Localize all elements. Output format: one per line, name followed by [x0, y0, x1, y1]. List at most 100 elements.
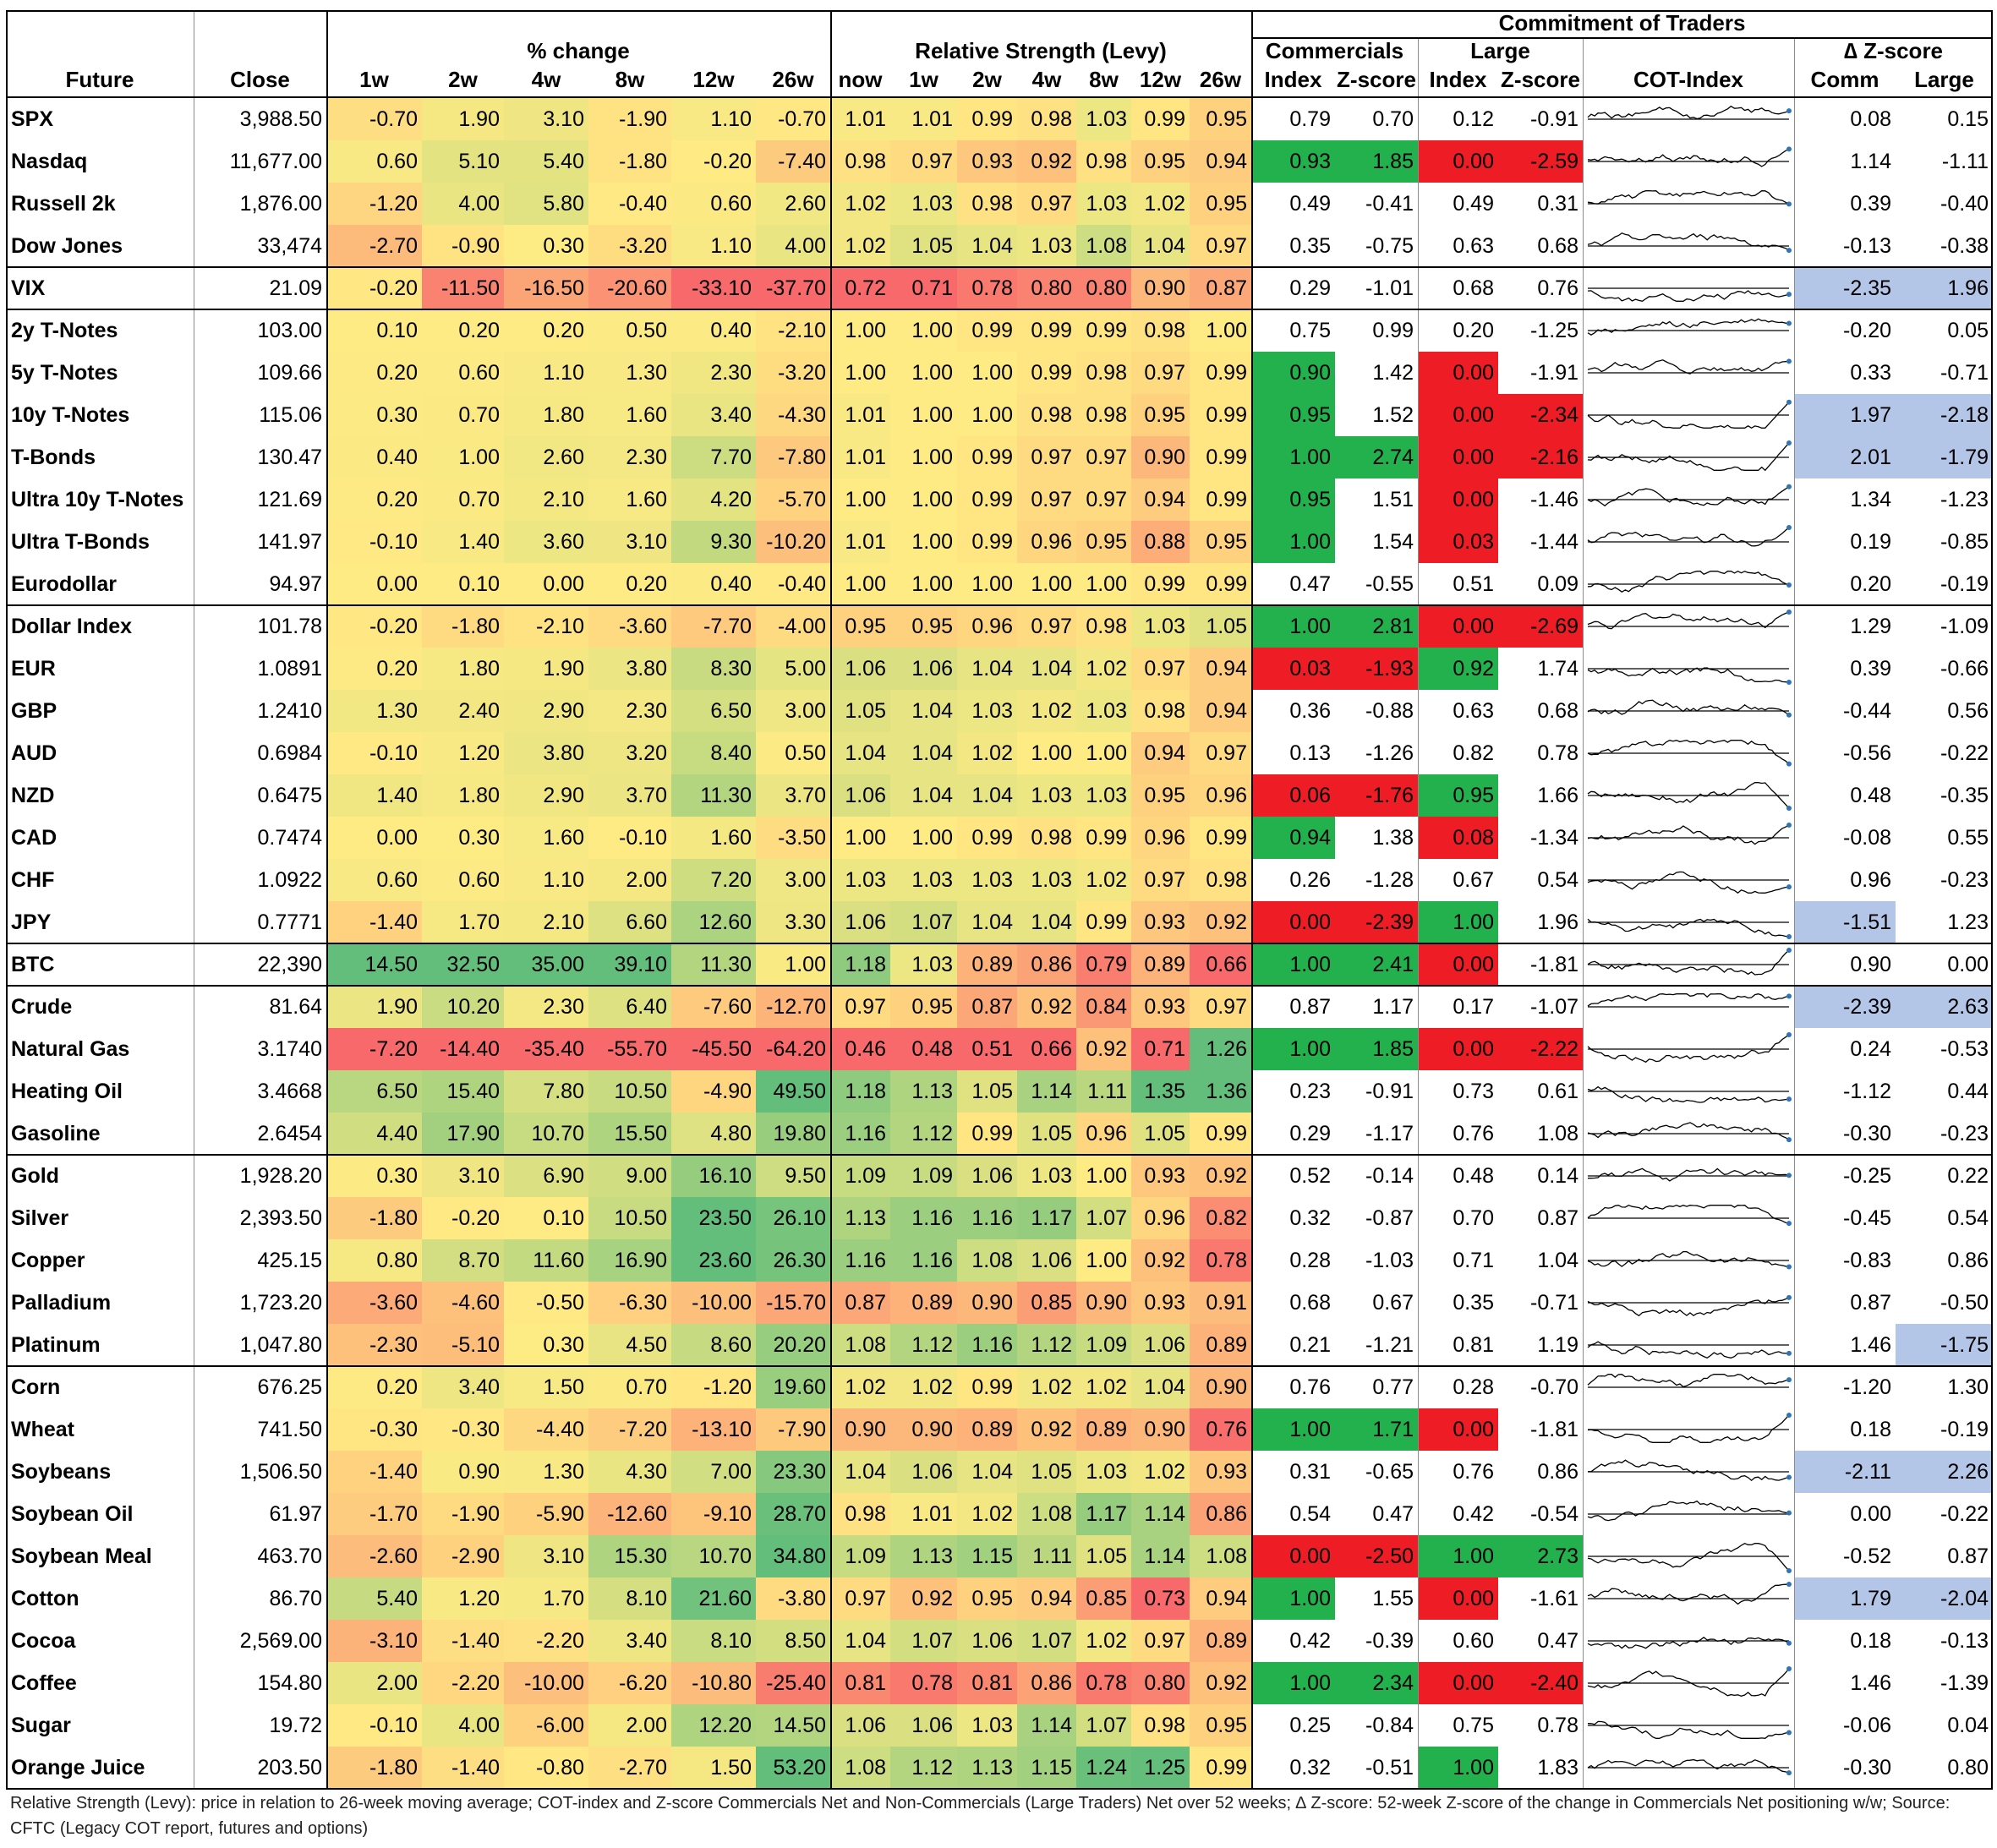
delta-comm-cell: 0.33	[1850, 361, 1891, 385]
rel-strength-cell: 0.98	[830, 1493, 890, 1535]
pct-change-cell: 35.00	[504, 943, 588, 986]
rel-strength-cell: 1.08	[1190, 1535, 1251, 1577]
rel-strength-cell: 0.93	[1131, 1155, 1190, 1197]
large-index-cell: 0.73	[1453, 1080, 1494, 1103]
large-zscore-cell: -1.81	[1530, 953, 1578, 976]
future-name: T-Bonds	[11, 446, 96, 469]
large-index-cell: 1.00	[1418, 901, 1498, 943]
cot-index-sparkline	[1587, 148, 1790, 167]
pct-change-cell: -1.40	[422, 1620, 504, 1662]
delta-comm-cell: 0.24	[1850, 1037, 1891, 1061]
rel-strength-cell: 1.15	[1017, 1747, 1076, 1789]
delta-large-cell: -0.71	[1940, 361, 1989, 385]
pct-change-cell: 11.30	[671, 943, 756, 986]
sparkline-endpoint	[1786, 1096, 1792, 1102]
rel-strength-cell: 1.02	[1131, 1451, 1190, 1493]
delta-comm-cell: 0.18	[1850, 1418, 1891, 1441]
pct-change-cell: -12.70	[756, 986, 830, 1028]
comm-zscore-cell: 1.17	[1372, 995, 1414, 1019]
comm-zscore-cell: 1.54	[1372, 530, 1414, 554]
sparkline-endpoint	[1786, 1640, 1792, 1646]
close-value: 741.50	[257, 1418, 322, 1441]
comm-index-cell: 0.42	[1289, 1629, 1331, 1653]
rel-strength-cell: 0.92	[1017, 986, 1076, 1028]
pct-change-cell: -2.90	[422, 1535, 504, 1577]
delta-comm-cell: 0.20	[1850, 572, 1891, 596]
delta-large-cell: 0.56	[1947, 699, 1989, 723]
pct-change-cell: -0.10	[588, 817, 671, 859]
large-index-cell: 0.82	[1453, 741, 1494, 765]
pct-change-cell: 23.50	[671, 1197, 756, 1239]
pct-change-cell: 1.80	[504, 394, 588, 436]
sparkline-endpoint	[1786, 108, 1792, 114]
delta-large-cell: 0.86	[1947, 1249, 1989, 1272]
comm-index-cell: 0.90	[1251, 352, 1335, 394]
delta-comm-cell: 0.96	[1850, 868, 1891, 892]
cot-index-sparkline	[1587, 1297, 1790, 1317]
rel-strength-cell: 1.06	[890, 648, 957, 690]
pct-change-cell: 1.10	[671, 225, 756, 267]
large-zscore-cell: -2.40	[1498, 1662, 1583, 1704]
rel-strength-cell: 0.99	[957, 1366, 1017, 1408]
close-value: 154.80	[257, 1671, 322, 1695]
rel-strength-cell: 0.99	[1190, 1113, 1251, 1155]
future-name: Gold	[11, 1164, 59, 1188]
large-index-cell: 0.42	[1453, 1502, 1494, 1526]
rel-strength-cell: 1.04	[957, 1451, 1017, 1493]
comm-zscore-cell: -1.03	[1365, 1249, 1414, 1272]
rel-strength-cell: 1.16	[890, 1239, 957, 1282]
delta-large-cell: 1.30	[1947, 1375, 1989, 1399]
pct-change-cell: -2.20	[504, 1620, 588, 1662]
rel-strength-cell: 1.04	[830, 732, 890, 774]
rel-strength-cell: 1.03	[1076, 1451, 1131, 1493]
rel-strength-cell: 0.94	[1017, 1577, 1076, 1620]
close-value: 1,876.00	[239, 192, 322, 216]
future-name: Soybeans	[11, 1460, 112, 1484]
large-zscore-cell: 1.08	[1537, 1122, 1578, 1145]
rel-strength-cell: 0.71	[1131, 1028, 1190, 1070]
comm-zscore-cell: -0.75	[1365, 234, 1414, 258]
large-index-cell: 0.20	[1453, 319, 1494, 342]
close-value: 22,390	[257, 953, 322, 976]
rel-strength-cell: 0.89	[1190, 1620, 1251, 1662]
rel-strength-cell: 1.06	[830, 648, 890, 690]
rel-strength-cell: 0.89	[957, 943, 1017, 986]
large-index-cell: 0.28	[1453, 1375, 1494, 1399]
rel-strength-cell: 0.97	[1190, 986, 1251, 1028]
rel-strength-cell: 0.93	[1131, 1282, 1190, 1324]
pct-change-cell: 3.10	[422, 1155, 504, 1197]
pct-change-cell: 10.50	[588, 1070, 671, 1113]
large-index-cell: 0.63	[1453, 699, 1494, 723]
sparkline-endpoint	[1786, 1264, 1792, 1270]
sparkline-endpoint	[1786, 484, 1792, 489]
sparkline-endpoint	[1786, 1474, 1792, 1480]
rel-strength-cell: 1.02	[1131, 183, 1190, 225]
large-zscore-cell: -1.25	[1530, 319, 1578, 342]
large-zscore-cell: 2.73	[1498, 1535, 1583, 1577]
pct-change-cell: -0.70	[326, 98, 422, 140]
close-value: 115.06	[259, 403, 322, 427]
pct-change-cell: 15.40	[422, 1070, 504, 1113]
rel-strength-cell: 0.98	[1017, 98, 1076, 140]
comm-index-cell: 0.95	[1251, 478, 1335, 521]
pct-change-cell: 5.10	[422, 140, 504, 183]
pct-change-cell: 1.60	[504, 817, 588, 859]
pct-change-cell: 0.00	[326, 563, 422, 605]
future-name: Eurodollar	[11, 572, 118, 596]
rel-strength-cell: 0.99	[1190, 394, 1251, 436]
delta-large-cell: 0.54	[1947, 1206, 1989, 1230]
header-delta-large: Large	[1914, 67, 1974, 92]
rel-strength-cell: 0.92	[1190, 1155, 1251, 1197]
cot-index-sparkline	[1587, 486, 1790, 507]
comm-index-cell: 0.36	[1289, 699, 1331, 723]
grid-hline	[6, 1788, 1993, 1790]
future-name: Sugar	[11, 1714, 71, 1737]
comm-index-cell: 0.93	[1251, 140, 1335, 183]
rel-strength-cell: 0.81	[957, 1662, 1017, 1704]
rel-strength-cell: 0.95	[1131, 394, 1190, 436]
pct-change-cell: -10.00	[504, 1662, 588, 1704]
pct-change-cell: 0.60	[422, 859, 504, 901]
rel-strength-cell: 0.89	[1190, 1324, 1251, 1366]
rel-strength-cell: 0.95	[890, 605, 957, 648]
header-comm-zscore: Z-score	[1337, 67, 1416, 92]
